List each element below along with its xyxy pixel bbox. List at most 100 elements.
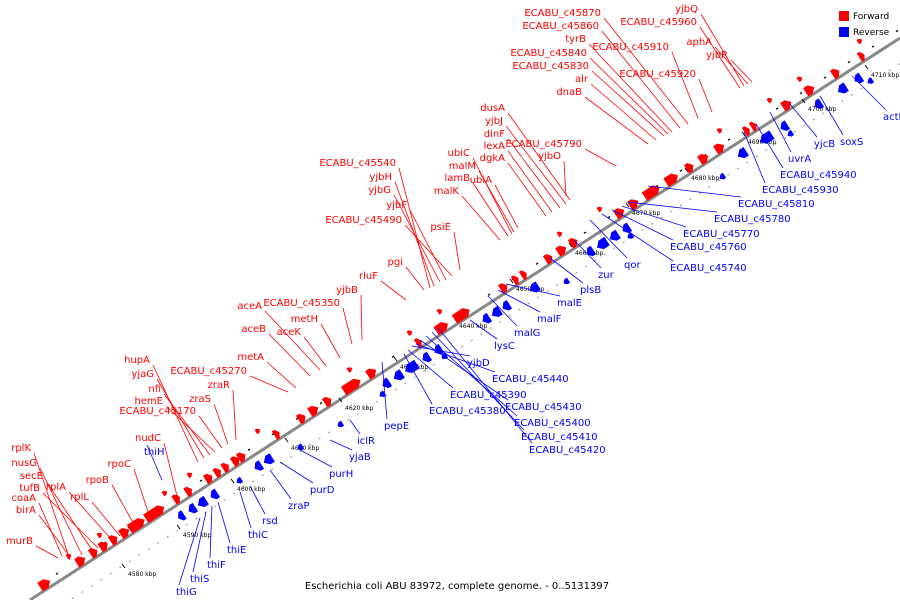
gene-leader-line [35,545,59,559]
gene-leader-line [198,415,223,449]
gene-leader-line [213,403,229,445]
gene-label-tufb: tufB [19,483,40,494]
gene-label-ecabu-c45790: ECABU_c45790 [505,139,582,150]
forward-gene-arrow [321,396,332,408]
forward-gene-arrow [37,579,50,592]
tick-mark [679,204,682,207]
gene-leader-line [494,184,519,229]
tick-mark [679,169,683,172]
forward-gene-arrow [183,486,192,497]
gene-label-sece: secE [20,471,43,482]
tick-mark [319,401,323,405]
gene-leader-line [730,59,753,83]
kbp-tick [176,524,181,530]
tick-mark [850,93,853,96]
gene-label-soxs: soxS [840,137,863,148]
reverse-gene-arrow [236,476,244,484]
gene-leader-line [590,83,657,141]
gene-label-zur: zur [598,270,615,281]
tick-mark [660,216,663,219]
reverse-gene-arrow [405,359,420,373]
gene-label-plsb: plsB [580,285,601,296]
gene-leader-line [279,461,314,484]
tick-mark [55,572,59,575]
forward-gene-arrow [220,462,229,474]
gene-label-tyrb: tyrB [565,34,586,45]
reverse-gene-arrow [837,82,849,94]
reverse-gene-arrow [379,390,387,398]
tick-mark [803,124,806,127]
tick-mark [413,376,416,379]
tick-mark [537,296,540,299]
forward-gene-arrow [556,231,563,238]
gene-leader-line [42,492,99,549]
tick-mark [622,241,625,244]
gene-label-alr: alr [575,74,589,85]
gene-leader-line [469,319,498,340]
forward-gene-arrow [451,308,470,324]
gene-label-yjbo: yjbO [538,151,561,162]
kbp-tick [684,167,689,173]
forward-gene-arrow [340,378,361,396]
tick-mark [651,222,654,225]
reverse-gene-arrow [422,351,433,363]
gene-leader-line [133,468,151,519]
gene-leader-line [627,201,718,213]
forward-gene-arrow [254,428,261,435]
forward-gene-arrow [683,163,694,174]
tick-mark [195,517,198,520]
gene-label-heme: hemE [134,396,163,407]
gene-leader-line [743,131,766,184]
gene-leader-line [232,389,237,441]
kbp-label: 4580 kbp [128,571,156,578]
tick-mark [527,302,530,305]
reverse-gene-arrow [254,460,265,471]
gene-leader-line [409,209,447,281]
tick-mark [603,253,606,256]
tick-mark [461,345,464,348]
legend-forward-label: Forward [853,12,889,22]
reverse-gene-arrow [586,245,597,257]
forward-gene-arrow [126,518,145,534]
gene-label-ecabu-c45420: ECABU_c45420 [529,445,606,456]
tick-mark [233,492,236,495]
gene-leader-line [461,195,501,241]
tick-mark [727,173,730,176]
tick-mark [199,479,203,482]
gene-leader-line [329,439,353,451]
gene-leader-line [453,231,461,271]
gene-label-hupa: hupA [124,355,150,366]
tick-mark [375,400,378,403]
gene-label-nfi: nfi [148,384,161,395]
kbp-label: 4700 kbp [808,106,836,113]
forward-gene-arrow [713,143,725,155]
gene-leader-line [601,213,674,262]
gene-leader-line [507,162,547,217]
gene-leader-line [505,125,567,205]
gene-leader-line [699,26,741,89]
gene-leader-line [851,75,887,111]
kbp-label: 4670 kbp [632,210,660,217]
reverse-gene-arrow [263,453,275,465]
gene-label-dgka: dgkA [480,153,505,164]
gene-leader-line [415,343,496,373]
tick-mark [831,106,834,109]
kbp-tick [393,356,398,362]
gene-label-dinf: dinF [484,129,505,140]
gene-label-yjbd: yjbD [467,358,490,369]
reverse-gene-arrow [441,352,449,360]
forward-gene-arrow [212,467,221,479]
tick-mark [242,486,245,489]
kbp-tick [568,242,573,248]
legend: Forward Reverse [839,11,890,38]
tick-mark [432,363,435,366]
gene-label-nusg: nusG [11,458,37,469]
gene-label-ecabu-c45870: ECABU_c45870 [524,8,601,19]
gene-label-apha: aphA [686,37,712,48]
tick-mark [583,231,587,234]
gene-label-ecabu-c45380: ECABU_c45380 [429,406,506,417]
gene-label-ecabu-c45920: ECABU_c45920 [619,69,696,80]
tick-mark [736,167,739,170]
